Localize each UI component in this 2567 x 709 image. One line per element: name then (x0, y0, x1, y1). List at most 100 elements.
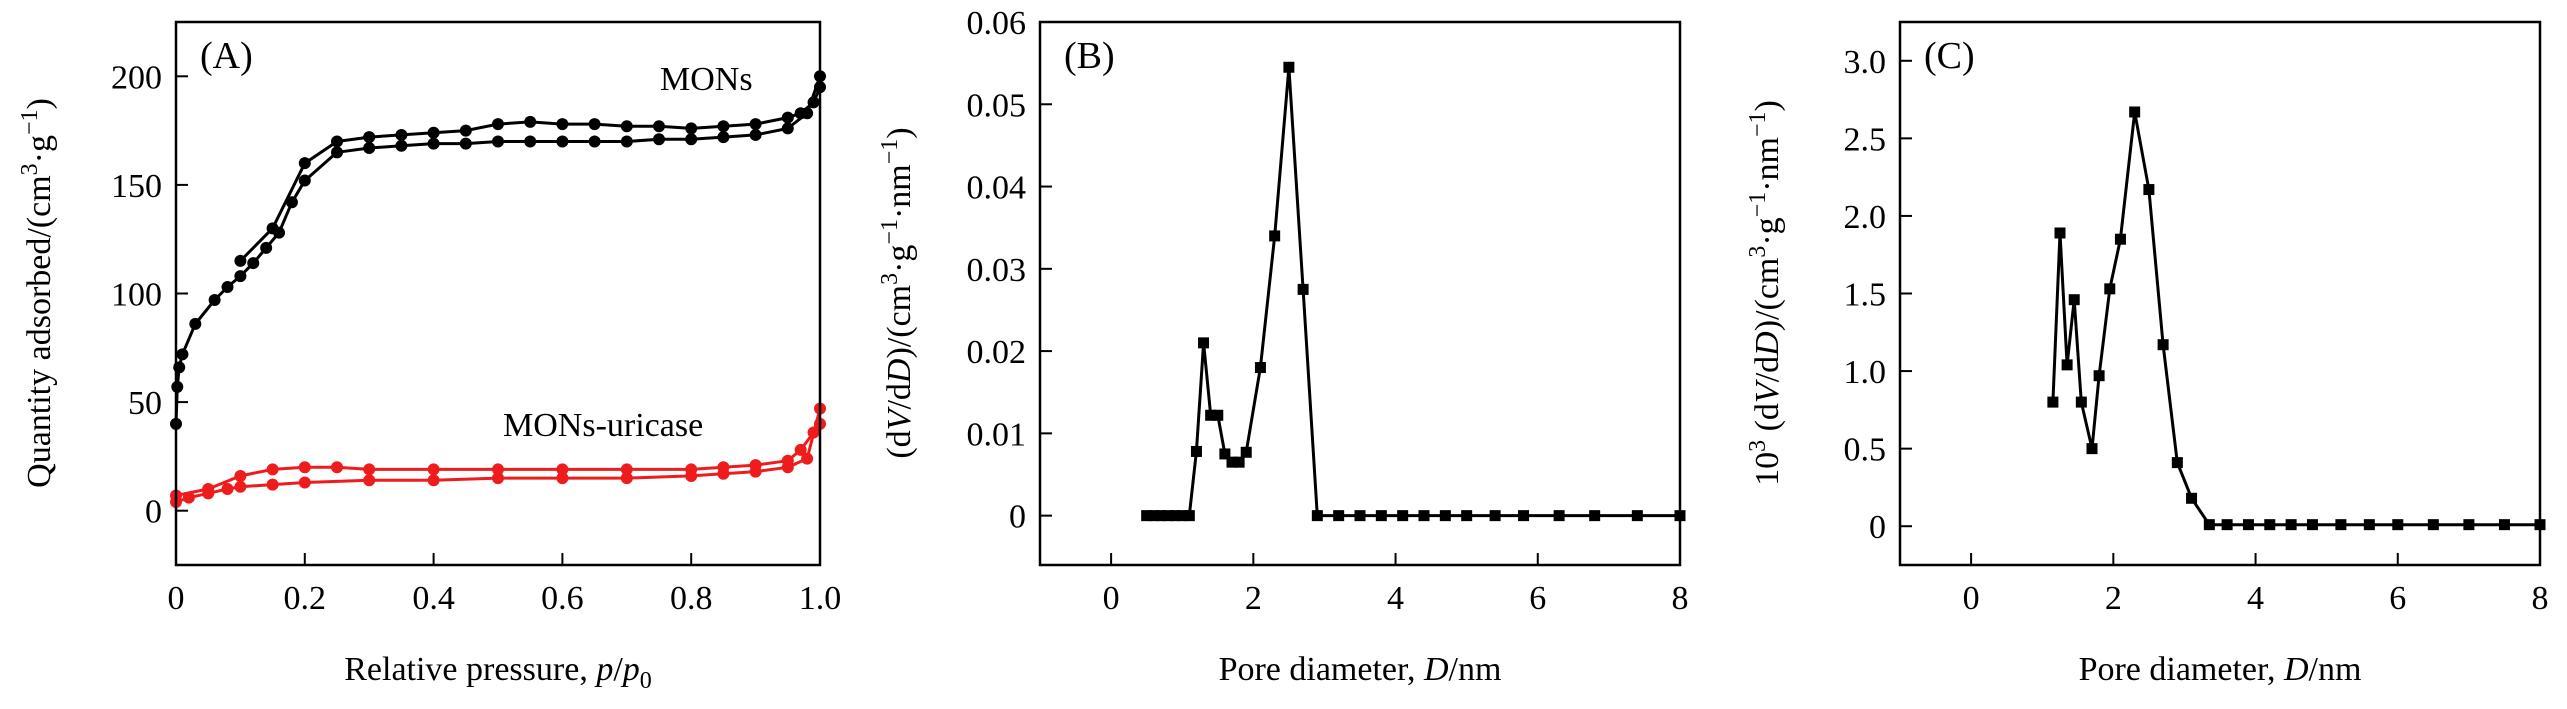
panel-c-series-0-point (2306, 519, 2318, 531)
panel-b-plot-content (1141, 61, 1686, 522)
panel-b-y-title-mid: /d (881, 383, 918, 409)
panel-b-y-title-end: ) (881, 127, 918, 138)
panel-c-series-0-point (2086, 443, 2098, 455)
panel-b-series-0-point (1269, 230, 1281, 242)
panel-a-series-0-desorption-point (556, 118, 569, 131)
panel-a-series-0-adsorption-point (781, 122, 794, 135)
panel-a-series-1-desorption-point (781, 454, 794, 467)
panel-a-y-axis-title: Quantity adsorbed/(cm3·g−1) (17, 98, 58, 488)
panel-c-y-title-d: D (1749, 331, 1786, 357)
panel-c-series-0-point (2114, 233, 2126, 245)
panel-b-series-0-point (1397, 510, 1409, 522)
panel-c-x-title-var: D (2283, 651, 2309, 688)
panel-a-series-0-adsorption-point (221, 280, 234, 293)
panel-b-x-tick-label: 4 (1387, 580, 1404, 617)
panel-c-y-title-sup0: 3 (1745, 440, 1771, 452)
panel-a-series-0-adsorption-point (459, 137, 472, 150)
panel-a-series-1-desorption-point (234, 469, 247, 482)
panel-a-isotherm-chart: 0 0.2 0.4 0.6 0.8 1.0 0 50 100 150 200 (A) MONs MO… (17, 20, 841, 694)
panel-c-y-tick-label: 1.0 (1844, 354, 1887, 391)
panel-b-series-0-point (1212, 409, 1224, 421)
panel-c-y-title-open: (d (1749, 403, 1786, 440)
panel-a-series-0-adsorption-point (189, 317, 202, 330)
panel-a-y-title-end: ) (21, 98, 58, 109)
panel-a-x-title-sub: 0 (640, 668, 652, 694)
panel-b-series-0-point (1205, 409, 1217, 421)
panel-a-series-1-desorption-point (363, 463, 376, 476)
panel-a-series-0-desorption-point (794, 107, 807, 120)
panel-a-axes: 0 0.2 0.4 0.6 0.8 1.0 0 50 100 150 200 (111, 59, 841, 617)
panel-a-series-0-adsorption-point (331, 146, 343, 159)
panel-a-series-0-adsorption-point (234, 270, 247, 283)
panel-b-series-0-point (1233, 456, 1245, 468)
panel-c-series-0-point (2203, 519, 2215, 531)
panel-b-series-0-point (1148, 510, 1160, 522)
panel-a-series-1-adsorption-point (620, 472, 633, 485)
panel-b-series-0-point (1439, 510, 1451, 522)
panel-c-plot-content (2047, 106, 2546, 531)
panel-a-series-0-desorption-point (363, 131, 376, 144)
panel-a-y-tick-label: 50 (128, 385, 162, 422)
panel-a-series-0-desorption-point (685, 122, 698, 135)
panel-a-x-tick-label: 0.2 (284, 580, 327, 617)
panel-b-series-0-point (1169, 510, 1181, 522)
panel-c-axes: 0 2 4 6 8 0 0.5 1.0 1.5 2.0 2.5 3.0 (1844, 44, 2549, 617)
panel-a-x-tick-label: 0 (168, 580, 185, 617)
panel-c-y-tick-label: 3.0 (1844, 44, 1887, 81)
panel-c-y-title-post: )/(cm (1749, 258, 1786, 332)
panel-b-pore-distribution-chart: 0 2 4 6 8 0 0.01 0.02 0.03 0.04 0.05 0.06 (B) Pore … (877, 5, 1689, 688)
panel-c-y-axis-title: 103 (dV/dD)/(cm3·g−1·nm−1) (1745, 100, 1786, 486)
panel-a-y-title-main: Quantity adsorbed/(cm (21, 175, 58, 488)
panel-b-frame (1038, 20, 1682, 567)
panel-a-series-label-mons-uricase: MONs-uricase (503, 407, 703, 444)
panel-c-y-title-mid: /d (1749, 356, 1786, 382)
panel-a-label: (A) (200, 35, 253, 77)
panel-b-y-tick-label: 0.06 (967, 5, 1027, 42)
panel-b-x-title-var: D (1423, 651, 1449, 688)
panel-a-series-1-desorption-point (620, 463, 633, 476)
panel-b-x-title-main: Pore diameter, (1219, 651, 1424, 688)
panel-b-series-0-point (1198, 337, 1210, 349)
panel-a-series-0-adsorption-point (653, 133, 665, 146)
panel-c-y-tick-label: 0.5 (1844, 432, 1887, 469)
panel-b-series-0-point (1297, 283, 1309, 295)
panel-a-series-0-desorption-point (807, 96, 820, 109)
panel-c-series-0-point (2463, 519, 2475, 531)
panel-b-series-0-point (1190, 445, 1202, 457)
panel-c-series-0-point (2047, 396, 2059, 408)
panel-b-series-0-point (1283, 61, 1295, 73)
panel-c-x-tick-label: 8 (2532, 580, 2549, 617)
panel-b-y-tick-label: 0 (1009, 499, 1026, 536)
panel-b-x-axis-title: Pore diameter, D/nm (1219, 651, 1502, 688)
panel-b-y-tick-label: 0.02 (967, 334, 1027, 371)
panel-b-x-tick-label: 8 (1672, 580, 1689, 617)
panel-a-series-0-adsorption-point (685, 133, 698, 146)
panel-b-y-title-sup2: −1 (877, 219, 903, 245)
panel-a-series-0-desorption-point (492, 118, 504, 131)
panel-a-x-title-main: Relative pressure, (344, 651, 596, 688)
panel-c-series-0-point (2054, 227, 2066, 239)
panel-a-series-0-desorption-point (588, 118, 601, 131)
panel-b-series-0-point (1162, 510, 1174, 522)
panel-a-series-1-adsorption-point (801, 452, 814, 465)
panel-c-x-tick-label: 2 (2105, 580, 2122, 617)
panel-a-series-0-adsorption-point (427, 137, 440, 150)
panel-a-x-tick-label: 1.0 (799, 580, 842, 617)
panel-c-series-0-point (2363, 519, 2375, 531)
panel-c-series-0-point (2129, 106, 2141, 118)
panel-b-series-0-point (1176, 510, 1188, 522)
panel-a-series-0-desorption-point (749, 118, 762, 131)
panel-a-series-0-adsorption-point (492, 135, 504, 148)
panel-a-series-1-desorption-point (794, 443, 807, 456)
panel-a-plot-content (170, 70, 826, 509)
panel-a-series-1-adsorption-point (221, 482, 234, 495)
panel-b-y-tick-label: 0.03 (967, 252, 1027, 289)
panel-b-x-title-unit: /nm (1449, 651, 1502, 688)
panel-b-series-0-point (1219, 448, 1231, 460)
panel-a-series-0-adsorption-point (588, 135, 601, 148)
panel-b-y-title-d: D (881, 358, 918, 384)
panel-a-series-0-adsorption-point (208, 294, 221, 307)
panel-a-series-0-adsorption-point (620, 135, 633, 148)
panel-a-series-0-desorption-point (395, 128, 408, 141)
